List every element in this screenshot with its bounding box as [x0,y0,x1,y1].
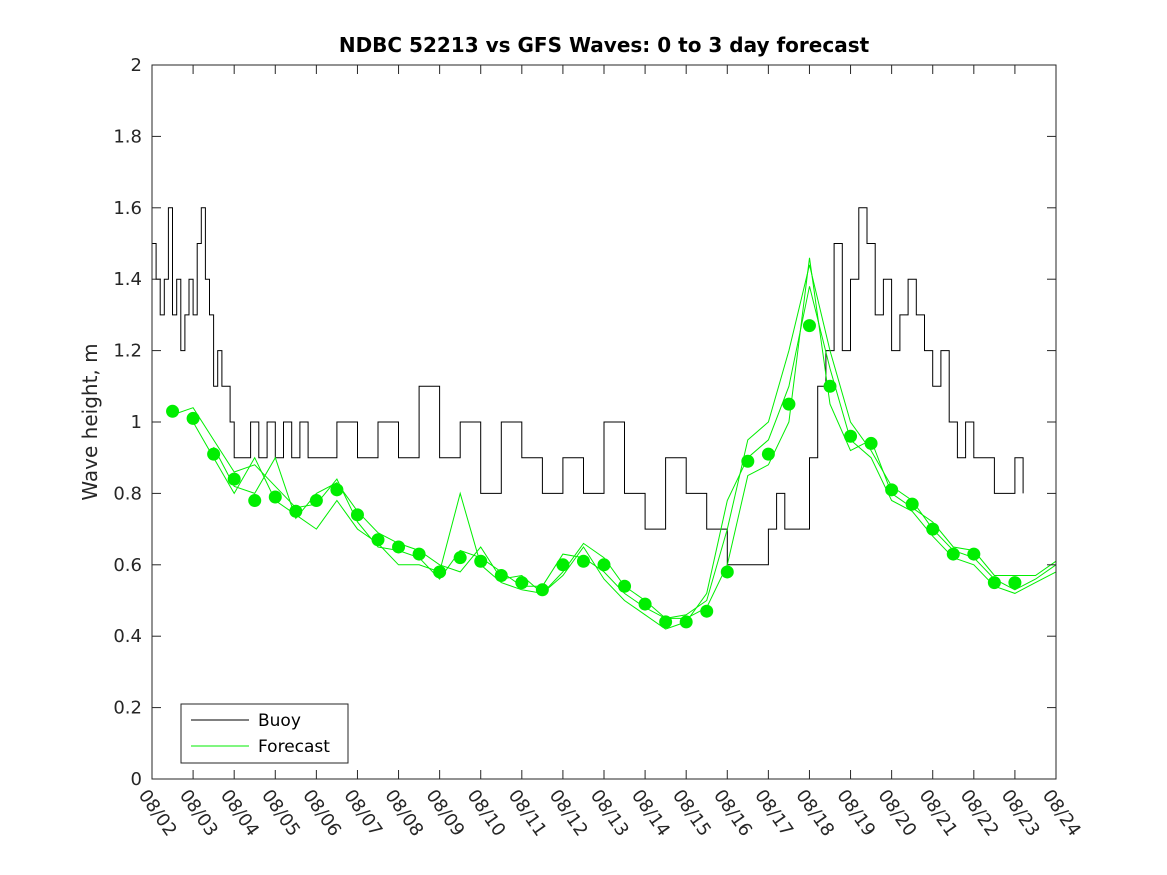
plot-area [152,207,1057,630]
forecast-marker [576,554,590,568]
forecast-marker [802,319,816,333]
forecast-marker [946,547,960,561]
forecast-marker [392,540,406,554]
buoy-line [152,207,1024,566]
forecast-marker [1008,576,1022,590]
y-tick-label: 0.4 [113,626,142,647]
y-tick-label: 0 [131,769,142,790]
y-tick-label: 2 [131,55,142,76]
chart-title: NDBC 52213 vs GFS Waves: 0 to 3 day fore… [339,33,870,57]
forecast-marker [638,597,652,611]
y-tick-label: 0.8 [113,483,142,504]
forecast-marker [186,411,200,425]
y-tick-label: 1.8 [113,126,142,147]
y-axis: 0 0.2 0.4 0.6 0.8 1 1.2 1.4 1.6 1.8 2 [113,55,1056,790]
forecast-line [192,286,1057,630]
forecast-marker [761,447,775,461]
legend-buoy-label: Buoy [258,711,301,731]
forecast-marker [700,604,714,618]
forecast-marker [905,497,919,511]
y-tick-label: 1.4 [113,269,142,290]
forecast-marker [720,565,734,579]
forecast-marker [782,397,796,411]
forecast-marker [474,554,488,568]
legend: Buoy Forecast [180,703,349,764]
forecast-marker [166,404,180,418]
y-tick-label: 1.6 [113,198,142,219]
y-tick-label: 1.2 [113,341,142,362]
forecast-marker [967,547,981,561]
forecast-marker [350,508,364,522]
forecast-marker [412,547,426,561]
forecast-marker [987,576,1001,590]
forecast-marker [823,379,837,393]
forecast-marker [207,447,221,461]
y-tick-label: 1 [131,412,142,433]
forecast-line [172,264,1057,619]
forecast-marker [268,490,282,504]
y-tick-label: 0.6 [113,555,142,576]
legend-box [180,703,349,764]
forecast-line [213,257,1057,619]
y-tick-label: 0.2 [113,698,142,719]
forecast-marker [844,429,858,443]
y-axis-label: Wave height, m [78,343,102,500]
legend-forecast-label: Forecast [258,737,330,757]
forecast-marker [248,494,262,508]
forecast-marker [227,472,241,486]
